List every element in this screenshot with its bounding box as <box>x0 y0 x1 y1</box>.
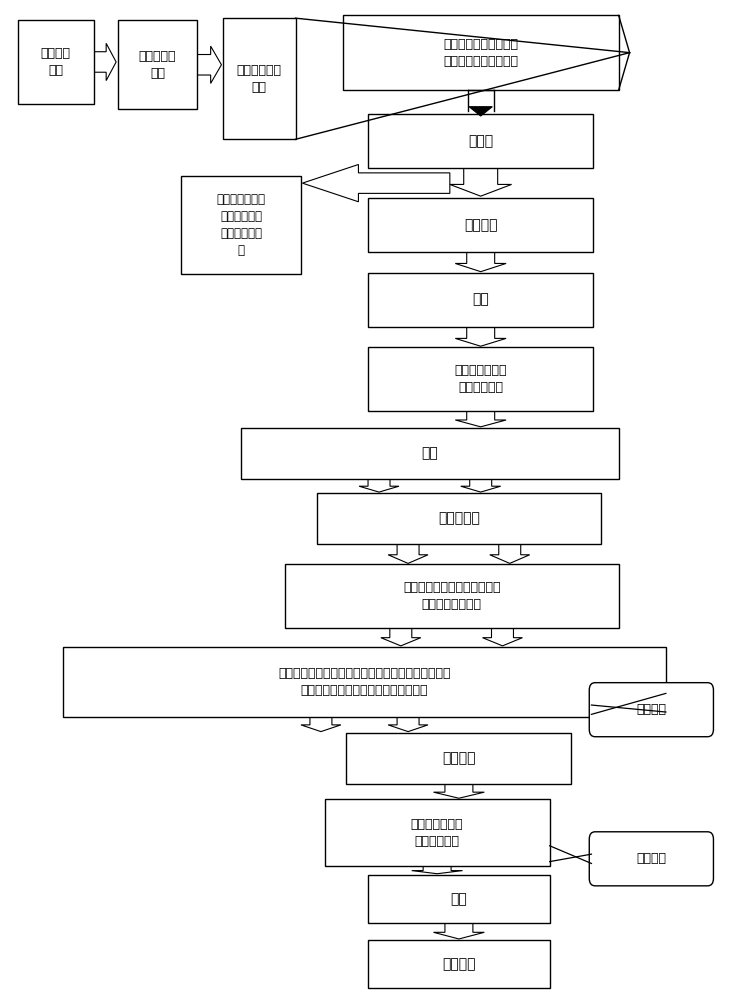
Polygon shape <box>359 479 399 492</box>
Polygon shape <box>490 544 530 563</box>
Polygon shape <box>456 411 506 427</box>
Text: 离心脱水机，初步虎除表面水
份，便于后续分拣: 离心脱水机，初步虎除表面水 份，便于后续分拣 <box>403 581 500 611</box>
Text: 技术部，下达生产指令
同时下发生产配方一份: 技术部，下达生产指令 同时下发生产配方一份 <box>443 38 518 68</box>
FancyBboxPatch shape <box>181 176 301 274</box>
FancyBboxPatch shape <box>317 493 601 544</box>
Text: 总经理订单
评审: 总经理订单 评审 <box>139 50 176 80</box>
Text: 配料: 配料 <box>472 293 489 307</box>
Polygon shape <box>381 628 421 646</box>
FancyBboxPatch shape <box>343 15 619 90</box>
Text: 设备准备，双螺
杆挤出机按配
方要求开始加
温: 设备准备，双螺 杆挤出机按配 方要求开始加 温 <box>217 193 265 257</box>
Text: 冷却: 冷却 <box>421 446 438 460</box>
FancyBboxPatch shape <box>368 875 550 923</box>
Text: 包装: 包装 <box>451 892 467 906</box>
Polygon shape <box>456 327 506 346</box>
Polygon shape <box>434 784 484 798</box>
Text: 振动筛分拣，通过筛网孔径设置分拣出较大和较小的
不合格料粒，选出料粒相对均匀的料粒: 振动筛分拣，通过筛网孔径设置分拣出较大和较小的 不合格料粒，选出料粒相对均匀的料… <box>278 667 451 697</box>
Text: 客户采购
订单: 客户采购 订单 <box>41 47 71 77</box>
FancyBboxPatch shape <box>589 683 714 737</box>
Text: 输送风机: 输送风机 <box>443 751 475 765</box>
Text: 仓库领料: 仓库领料 <box>464 218 497 232</box>
Text: 生产部: 生产部 <box>468 134 494 148</box>
Text: 成品入库: 成品入库 <box>443 957 475 971</box>
FancyBboxPatch shape <box>346 733 572 784</box>
Polygon shape <box>303 164 450 202</box>
FancyBboxPatch shape <box>117 20 198 109</box>
Polygon shape <box>94 43 116 81</box>
Polygon shape <box>469 107 492 116</box>
Text: 生产（备料）
通知: 生产（备料） 通知 <box>237 64 281 94</box>
FancyBboxPatch shape <box>368 940 550 988</box>
Polygon shape <box>456 252 506 272</box>
Polygon shape <box>388 717 428 732</box>
Polygon shape <box>412 866 462 874</box>
FancyBboxPatch shape <box>368 273 593 327</box>
FancyBboxPatch shape <box>284 564 619 628</box>
FancyBboxPatch shape <box>589 832 714 886</box>
Text: 干燥搨拌桶，进
行预混和干燥: 干燥搨拌桶，进 行预混和干燥 <box>411 818 464 848</box>
FancyBboxPatch shape <box>368 198 593 252</box>
Text: 成品检验: 成品检验 <box>636 852 666 865</box>
FancyBboxPatch shape <box>368 347 593 411</box>
FancyBboxPatch shape <box>324 799 550 866</box>
Text: 首样确认: 首样确认 <box>636 703 666 716</box>
FancyBboxPatch shape <box>241 428 619 479</box>
Polygon shape <box>388 544 428 563</box>
Polygon shape <box>461 479 501 492</box>
Text: 双螺杆挤出机混
炼塑化，挤出: 双螺杆挤出机混 炼塑化，挤出 <box>454 364 507 394</box>
Polygon shape <box>301 717 341 732</box>
FancyBboxPatch shape <box>223 18 295 139</box>
Polygon shape <box>483 628 523 646</box>
FancyBboxPatch shape <box>368 114 593 168</box>
Polygon shape <box>198 46 222 83</box>
FancyBboxPatch shape <box>17 20 94 104</box>
Polygon shape <box>450 168 512 196</box>
FancyBboxPatch shape <box>63 647 666 717</box>
Text: 切粒机切粒: 切粒机切粒 <box>438 512 480 526</box>
Polygon shape <box>434 923 484 939</box>
